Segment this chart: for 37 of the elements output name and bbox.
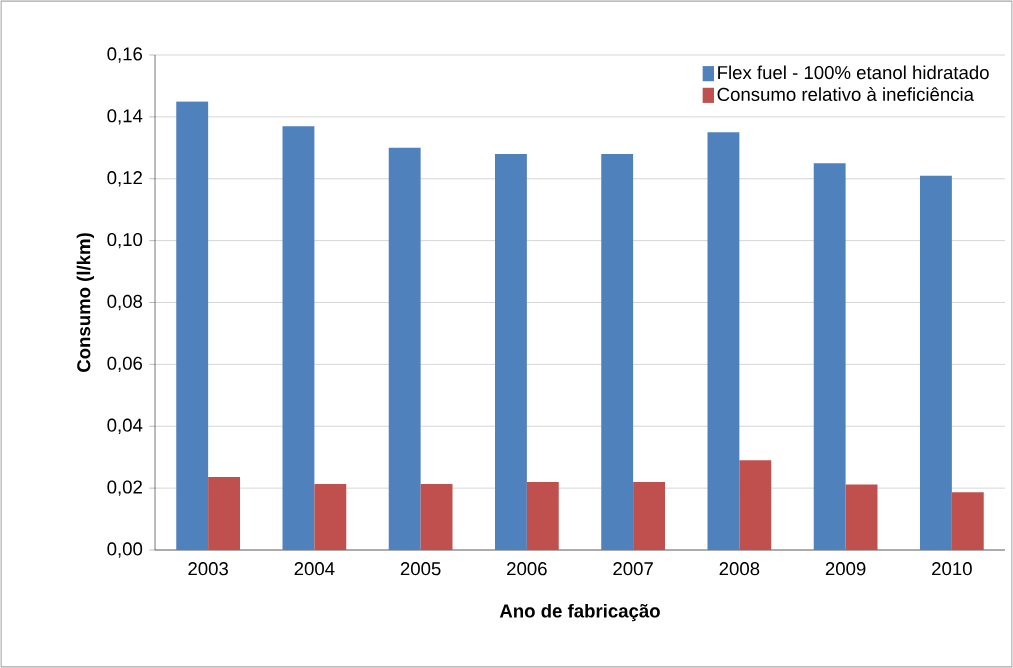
x-tick-label: 2005 xyxy=(400,562,441,576)
bar xyxy=(845,484,878,551)
x-tick-label: 2008 xyxy=(719,562,760,576)
bar xyxy=(633,481,665,551)
y-axis-title: Consumo (l/km) xyxy=(76,233,95,372)
bar xyxy=(601,153,634,551)
bar xyxy=(388,147,421,551)
y-tick-label: 0,00 xyxy=(107,542,143,558)
y-tick-label: 0,16 xyxy=(107,47,143,63)
bar xyxy=(951,492,984,551)
x-tick-label: 2003 xyxy=(188,562,228,576)
x-axis-title: Ano de fabricação xyxy=(499,603,660,622)
legend-label: Flex fuel - 100% etanol hidratado xyxy=(718,65,989,80)
bar xyxy=(813,163,846,551)
y-tick-label: 0,02 xyxy=(107,480,142,496)
bar xyxy=(526,481,559,551)
y-tick-label: 0,04 xyxy=(107,418,143,434)
bar xyxy=(919,175,952,551)
x-tick-label: 2007 xyxy=(613,562,653,576)
x-tick-label: 2009 xyxy=(825,562,866,576)
y-tick-label: 0,10 xyxy=(107,232,143,249)
bar xyxy=(495,153,527,551)
bar xyxy=(420,484,453,551)
x-tick-label: 2006 xyxy=(507,562,547,576)
x-tick-label: 2004 xyxy=(294,562,335,576)
bar xyxy=(176,101,209,551)
y-tick-label: 0,08 xyxy=(107,294,143,311)
bar xyxy=(314,484,347,551)
bar xyxy=(739,460,772,551)
y-tick-label: 0,06 xyxy=(107,356,143,373)
y-tick-label: 0,12 xyxy=(107,171,142,187)
y-tick-label: 0,14 xyxy=(107,109,143,125)
x-tick-label: 2010 xyxy=(932,562,972,576)
bar xyxy=(208,476,240,551)
bar xyxy=(707,132,740,551)
bar xyxy=(282,126,315,551)
legend-label: Consumo relativo à ineficiência xyxy=(717,87,974,101)
